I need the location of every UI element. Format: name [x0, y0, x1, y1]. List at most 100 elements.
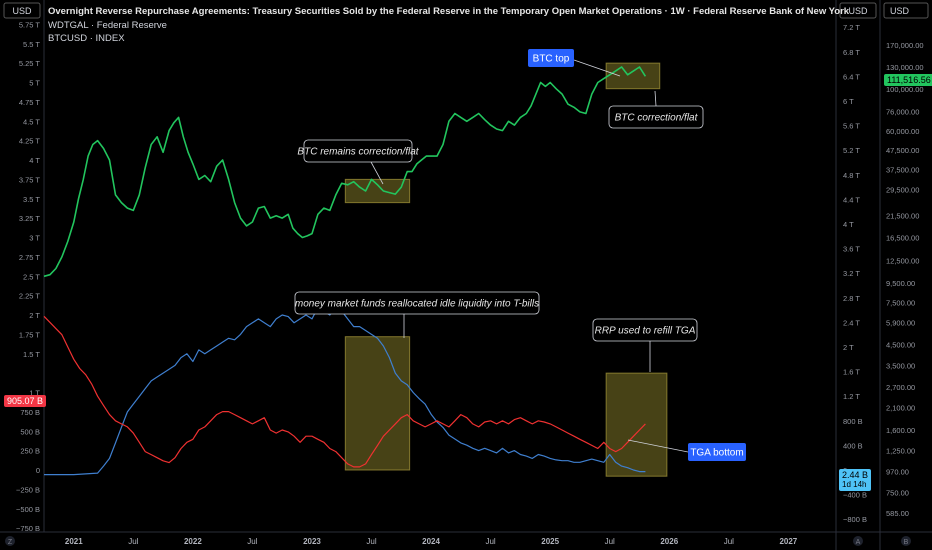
time-axis-tick: 2022 [184, 537, 202, 546]
mid-axis-tick: −800 B [843, 515, 867, 524]
mid-axis-tick: 4.4 T [843, 195, 860, 204]
left-axis-tick: 5 T [29, 79, 40, 88]
mid-axis-header-box [839, 2, 877, 19]
mid-axis-tick: 2.8 T [843, 294, 860, 303]
annotation-btc-correction-pointer [654, 90, 657, 107]
left-axis-header: USD [12, 6, 32, 16]
mid-axis-tick: 6 T [843, 97, 854, 106]
corner-button-label-z: Z [8, 539, 13, 546]
mid-axis-tick: 5.6 T [843, 122, 860, 131]
mid-axis-tick: 800 B [843, 417, 863, 426]
left-axis-tick: 3 T [29, 234, 40, 243]
left-axis-tick: −750 B [16, 524, 40, 533]
highlight-box-1 [344, 178, 411, 204]
right-axis-tick: 12,500.00 [886, 256, 919, 265]
right-axis-tick: 970.00 [886, 467, 909, 476]
right-axis-tick: 1,600.00 [886, 426, 915, 435]
series-label-tga: WDTGAL · Federal Reserve [48, 20, 167, 31]
corner-button-label-b: B [904, 539, 909, 546]
right-axis-tick: 76,000.00 [886, 107, 919, 116]
mid-axis-tick: 4 T [843, 220, 854, 229]
mid-axis-tick: 1.6 T [843, 368, 860, 377]
left-axis-tick: 750 B [20, 408, 40, 417]
annotation-rrp-tga: RRP used to refill TGA [595, 326, 696, 337]
left-axis-tick: 1.5 T [23, 350, 40, 359]
mid-axis-tick: 3.6 T [843, 245, 860, 254]
annotation-btc-top-pointer [573, 59, 621, 77]
annotation-tga-bottom-box [688, 443, 746, 461]
corner-button-label-a: A [856, 539, 861, 546]
time-axis-tick: Jul [366, 537, 376, 546]
right-axis-tick: 585.00 [886, 509, 909, 518]
right-axis-tick: 5,900.00 [886, 318, 915, 327]
mid-price-value: 2.44 B [842, 470, 869, 480]
annotation-tga-bottom: TGA bottom [690, 448, 743, 459]
left-axis-tick: 3.75 T [19, 175, 41, 184]
series-line-2 [44, 306, 646, 476]
chart-title: Overnight Reverse Repurchase Agreements:… [48, 6, 850, 17]
mid-axis-tick: 3.2 T [843, 269, 860, 278]
right-axis-tick: 47,500.00 [886, 146, 919, 155]
right-price-label: 111,516.56 [884, 74, 932, 86]
right-axis-tick: 21,500.00 [886, 212, 919, 221]
mid-axis-tick: −400 B [843, 491, 867, 500]
left-axis-tick: 5.5 T [23, 40, 40, 49]
right-axis-tick: 3,500.00 [886, 361, 915, 370]
highlight-box-3 [344, 336, 411, 471]
highlight-box-4 [605, 372, 668, 477]
time-axis-tick: Jul [605, 537, 615, 546]
mid-axis-tick: 400 B [843, 441, 863, 450]
left-axis-tick: 4 T [29, 156, 40, 165]
time-axis-tick: Jul [128, 537, 138, 546]
left-axis-tick: 1 T [29, 389, 40, 398]
left-axis-header-box [3, 2, 41, 19]
right-axis-header: USD [890, 6, 910, 16]
time-axis-tick: Jul [485, 537, 495, 546]
right-axis-tick: 2,700.00 [886, 383, 915, 392]
right-axis-tick: 4,500.00 [886, 341, 915, 350]
annotation-btc-flat: BTC remains correction/flat [297, 147, 419, 158]
time-axis-tick: Jul [724, 537, 734, 546]
annotation-btc-top-box [528, 49, 574, 67]
right-axis-tick: 29,500.00 [886, 186, 919, 195]
left-price-label: 905.07 B [4, 395, 47, 407]
annotation-btc-top: BTC top [533, 54, 570, 65]
right-axis-tick: 750.00 [886, 489, 909, 498]
left-axis-tick: 2.75 T [19, 253, 41, 262]
left-axis-tick: 0 [36, 466, 40, 475]
right-axis-tick: 170,000.00 [886, 41, 924, 50]
series-label-btc: BTCUSD · INDEX [48, 33, 125, 44]
annotation-btc-flat-pointer [370, 161, 384, 185]
mid-axis-tick: 7.2 T [843, 23, 860, 32]
annotation-btc-correction-box [608, 105, 704, 129]
mid-price-countdown: 1d 14h [842, 480, 867, 489]
mid-axis-tick: 4.8 T [843, 171, 860, 180]
annotation-btc-correction: BTC correction/flat [615, 113, 699, 124]
time-axis-tick: 2023 [303, 537, 321, 546]
left-axis-tick: 4.75 T [19, 98, 41, 107]
left-axis-tick: −250 B [16, 485, 40, 494]
right-axis-tick: 37,500.00 [886, 166, 919, 175]
corner-button-b[interactable] [901, 536, 911, 546]
left-axis-tick: 2.25 T [19, 292, 41, 301]
time-axis-tick: Jul [247, 537, 257, 546]
mid-axis-header: USD [848, 6, 868, 16]
right-axis-tick: 100,000.00 [886, 85, 924, 94]
time-axis-tick: 2026 [660, 537, 678, 546]
left-axis-tick: 4.5 T [23, 117, 40, 126]
corner-button-a[interactable] [853, 536, 863, 546]
annotation-tga-bottom-pointer [627, 439, 689, 453]
mid-axis-tick: 2 T [843, 343, 854, 352]
mid-axis-tick: 6.4 T [843, 72, 860, 81]
right-axis-tick: 130,000.00 [886, 63, 924, 72]
left-axis-tick: 2 T [29, 311, 40, 320]
right-axis-tick: 1,250.00 [886, 446, 915, 455]
right-axis-tick: 7,500.00 [886, 299, 915, 308]
corner-button-z[interactable] [5, 536, 15, 546]
time-axis-tick: 2021 [65, 537, 83, 546]
annotation-mmf-tbills: money market funds reallocated idle liqu… [295, 299, 539, 310]
left-axis-tick: 500 B [20, 427, 40, 436]
right-axis-header-box [883, 2, 929, 19]
